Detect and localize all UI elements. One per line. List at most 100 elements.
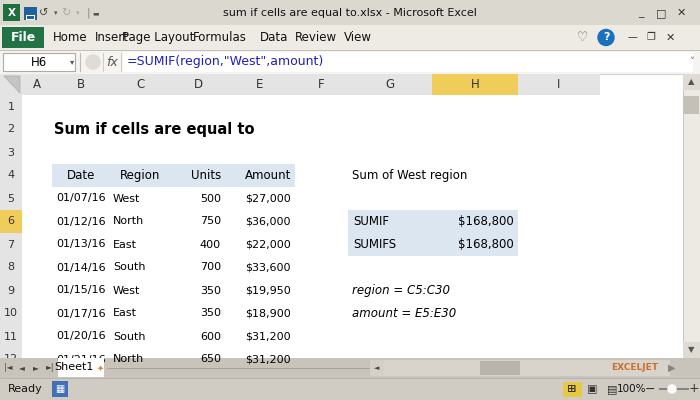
Text: 5: 5	[8, 194, 15, 204]
Bar	[22, 233, 52, 256]
Bar	[52, 381, 68, 397]
Bar	[110, 141, 171, 164]
Bar	[171, 141, 225, 164]
Bar	[110, 95, 171, 118]
Text: —: —	[627, 32, 637, 42]
Bar	[0, 348, 22, 371]
Bar	[171, 74, 225, 95]
Bar	[52, 164, 110, 187]
Bar	[600, 325, 680, 348]
Bar	[600, 164, 680, 187]
Bar	[348, 74, 432, 95]
Bar	[110, 164, 171, 187]
Text: Sheet1: Sheet1	[55, 362, 94, 372]
Text: ►|: ►|	[46, 364, 55, 372]
Text: 01/17/16: 01/17/16	[57, 308, 106, 318]
Text: Page Layout: Page Layout	[122, 31, 194, 44]
Text: ▦: ▦	[55, 384, 64, 394]
Text: ▼: ▼	[688, 346, 694, 354]
Bar	[348, 279, 432, 302]
Text: 600: 600	[200, 332, 221, 342]
Text: West: West	[113, 194, 141, 204]
Text: Units: Units	[190, 169, 221, 182]
Bar	[600, 279, 680, 302]
Text: ⊞: ⊞	[567, 384, 577, 394]
Text: amount = E5:E30: amount = E5:E30	[352, 307, 456, 320]
Bar	[432, 210, 518, 233]
Bar	[0, 74, 700, 358]
Bar	[600, 187, 680, 210]
Text: ▶: ▶	[668, 363, 676, 373]
Bar	[348, 187, 432, 210]
Bar	[171, 279, 225, 302]
Bar	[348, 348, 432, 371]
Bar	[518, 348, 600, 371]
Bar	[110, 74, 171, 95]
Bar	[171, 325, 225, 348]
Bar	[348, 233, 432, 256]
Bar	[348, 118, 432, 141]
Bar	[432, 141, 518, 164]
Bar	[225, 141, 295, 164]
Bar	[225, 74, 295, 95]
Bar	[0, 233, 22, 256]
Bar	[22, 210, 52, 233]
Bar	[52, 141, 110, 164]
Text: 700: 700	[200, 262, 221, 272]
Text: 750: 750	[200, 216, 221, 226]
Bar	[295, 210, 348, 233]
Text: 6: 6	[8, 216, 15, 226]
Text: ˅: ˅	[690, 57, 694, 67]
Bar	[432, 302, 518, 325]
Text: $33,600: $33,600	[246, 262, 291, 272]
Bar	[295, 95, 348, 118]
Text: ❐: ❐	[647, 32, 655, 42]
Bar	[295, 348, 348, 371]
Bar	[52, 302, 110, 325]
Text: X: X	[8, 8, 15, 18]
Text: |◄: |◄	[4, 364, 13, 372]
Bar	[171, 325, 225, 348]
Bar	[518, 187, 600, 210]
Bar	[0, 378, 700, 400]
Bar	[22, 210, 52, 233]
Bar	[171, 118, 225, 141]
Text: +: +	[689, 382, 699, 396]
Text: ↻: ↻	[62, 8, 71, 18]
Bar	[52, 164, 110, 187]
Bar	[432, 95, 518, 118]
Bar	[52, 302, 110, 325]
Bar	[22, 256, 52, 279]
Bar	[0, 95, 22, 118]
Bar	[600, 118, 680, 141]
Text: ✦: ✦	[97, 364, 104, 372]
Text: ⊞: ⊞	[567, 384, 577, 394]
Bar	[348, 95, 432, 118]
Text: □: □	[656, 8, 666, 18]
Text: ↺: ↺	[39, 8, 49, 18]
Bar	[348, 164, 432, 187]
Bar	[52, 118, 110, 141]
Text: South: South	[113, 262, 146, 272]
Text: 01/12/16: 01/12/16	[57, 216, 106, 226]
Bar	[225, 302, 295, 325]
Bar	[110, 210, 171, 233]
Text: North: North	[113, 354, 144, 364]
Bar	[348, 233, 432, 256]
Bar	[225, 95, 295, 118]
Bar	[295, 325, 348, 348]
Bar	[22, 279, 52, 302]
Bar	[171, 187, 225, 210]
Bar	[600, 95, 680, 118]
Bar	[348, 256, 432, 279]
Bar	[3, 4, 20, 21]
Bar	[432, 233, 518, 256]
Bar	[600, 302, 680, 325]
Polygon shape	[4, 76, 20, 93]
Bar	[58, 358, 104, 377]
Bar	[0, 302, 22, 325]
Text: ✕: ✕	[665, 32, 675, 42]
Bar	[225, 256, 295, 279]
Bar	[0, 233, 22, 256]
Bar	[295, 233, 348, 256]
